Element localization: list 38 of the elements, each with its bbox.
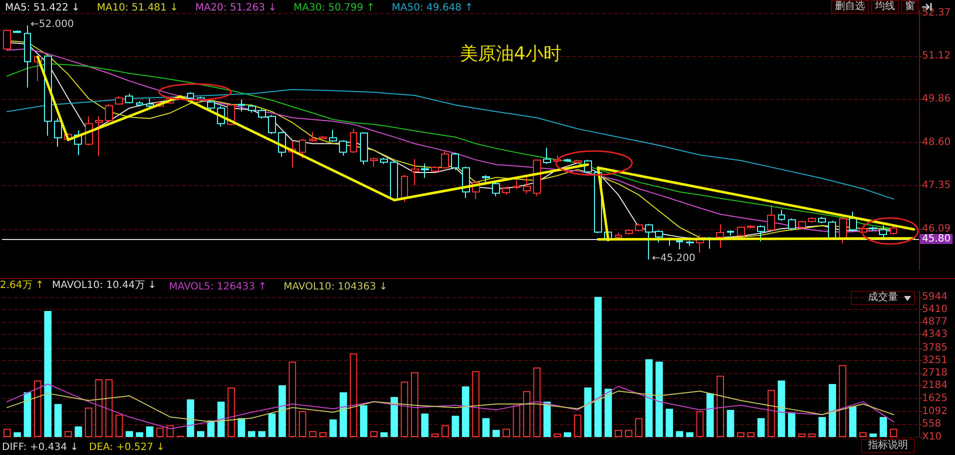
- y-tick-label: 1625: [922, 393, 948, 404]
- text: MAVOL5: 126433 ↑: [169, 282, 267, 292]
- text: 美原油4小时: [460, 44, 562, 64]
- y-tick-label: 51.12: [922, 50, 951, 62]
- text: DEA: +0.527 ↓: [89, 442, 165, 454]
- y-tick-label: 2184: [922, 380, 948, 392]
- annotation: 窗: [901, 0, 919, 14]
- y-tick-label: 52.37: [922, 7, 951, 18]
- annotation: ←45.200: [652, 253, 696, 264]
- y-tick-label: X10: [922, 432, 942, 442]
- y-tick-label: 5944: [922, 292, 948, 303]
- annotation: ←52.000: [30, 18, 74, 30]
- text: MA20: 51.263 ↓: [195, 2, 277, 14]
- text: MAVOL10: 10.44万 ↓: [52, 280, 156, 292]
- y-tick-label: 48.60: [922, 137, 951, 148]
- text: 2.64万 ↑: [0, 280, 44, 292]
- annotation: 删自选: [831, 0, 869, 14]
- text: DIFF: +0.434 ↓: [2, 442, 78, 454]
- y-tick-label: 1092: [922, 406, 948, 417]
- text: MA5: 51.422 ↓: [5, 2, 80, 14]
- text: MA10: 51.481 ↓: [96, 2, 178, 14]
- y-tick-label: 46.09: [922, 224, 951, 235]
- y-tick-label: 3785: [922, 342, 948, 354]
- text: MAVOL10: 104363 ↓: [284, 282, 388, 292]
- y-tick-label: 4343: [922, 329, 948, 340]
- annotation: 成交量: [851, 291, 915, 305]
- y-tick-label: 49.86: [922, 94, 951, 105]
- y-tick-label: 558: [922, 418, 942, 430]
- y-tick-label: 47.35: [922, 180, 951, 192]
- y-tick-label: 4877: [922, 316, 948, 328]
- y-tick-label: 3251: [922, 354, 948, 366]
- y-tick-label: 2718: [922, 367, 948, 378]
- annotation: 均线: [871, 0, 899, 14]
- ref-line-label: 45.80: [922, 234, 951, 245]
- y-tick-label: 5410: [922, 304, 948, 316]
- text: MA30: 50.799 ↑: [294, 2, 375, 14]
- text: MA50: 49.648 ↑: [392, 2, 474, 14]
- text: 指标说明: [861, 439, 915, 453]
